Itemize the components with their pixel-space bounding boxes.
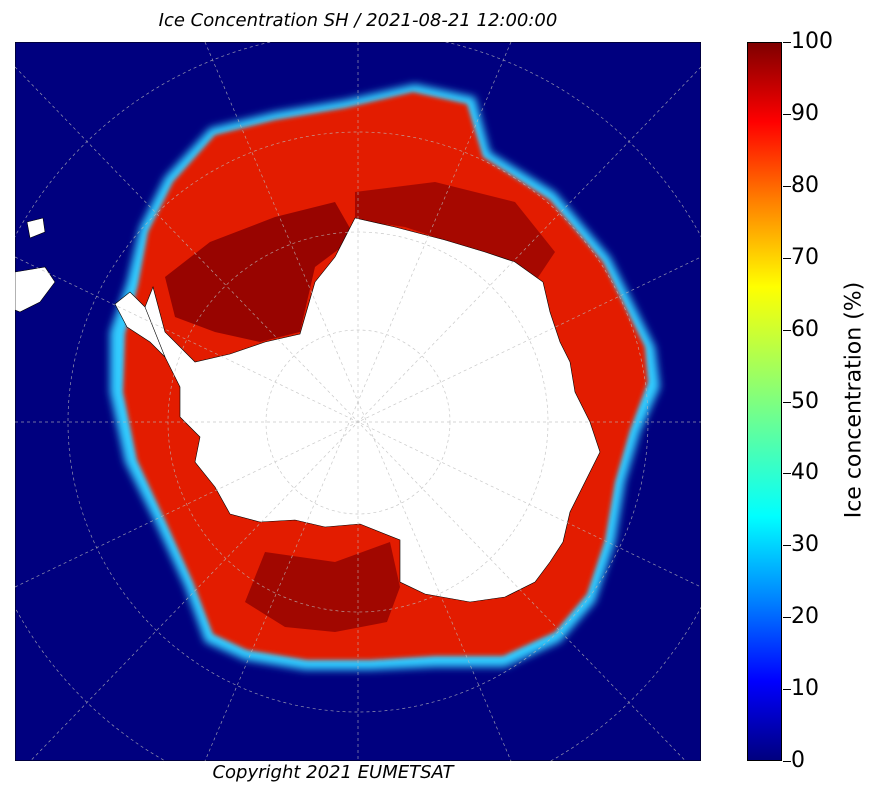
colorbar-tick-mark xyxy=(783,329,791,331)
colorbar-tick-mark xyxy=(783,42,791,43)
colorbar-tick-label: 70 xyxy=(791,244,819,270)
high-concentration-weddell xyxy=(165,202,355,342)
colorbar-tick-mark xyxy=(783,113,791,115)
colorbar-tick-label: 10 xyxy=(791,676,819,702)
colorbar-tick-mark xyxy=(783,689,791,691)
colorbar-tick-mark xyxy=(783,545,791,547)
graticule xyxy=(15,42,701,761)
antarctica-landmass xyxy=(144,217,601,603)
colorbar-tick-label: 50 xyxy=(791,388,819,414)
colorbar-tick-mark xyxy=(783,401,791,403)
high-concentration-east xyxy=(355,182,555,282)
colorbar-tick-mark xyxy=(783,257,791,259)
south-america-tip xyxy=(15,266,56,313)
colorbar-tick-label: 100 xyxy=(791,29,833,54)
map-title: Ice Concentration SH / 2021-08-21 12:00:… xyxy=(158,10,558,31)
colorbar-label: Ice concentration (%) xyxy=(841,281,867,519)
colorbar-tick-label: 40 xyxy=(791,460,819,486)
colorbar-tick-label: 90 xyxy=(791,100,819,126)
colorbar-tick-label: 0 xyxy=(791,748,805,773)
colorbar-tick-label: 30 xyxy=(791,532,819,558)
antarctic-peninsula xyxy=(114,291,166,358)
colorbar-tick-mark xyxy=(783,617,791,619)
colorbar-tick-mark xyxy=(783,473,791,475)
high-concentration-ross xyxy=(245,542,400,632)
sea-ice-map xyxy=(15,42,701,761)
colorbar-tick-label: 20 xyxy=(791,604,819,630)
colorbar-tick-label: 60 xyxy=(791,316,819,342)
colorbar-tick-mark xyxy=(783,761,791,762)
colorbar-tick-mark xyxy=(783,185,791,187)
falkland-islands xyxy=(26,217,46,239)
colorbar-tick-label: 80 xyxy=(791,172,819,198)
copyright-notice: Copyright 2021 EUMETSAT xyxy=(212,762,454,783)
colorbar xyxy=(747,42,782,761)
